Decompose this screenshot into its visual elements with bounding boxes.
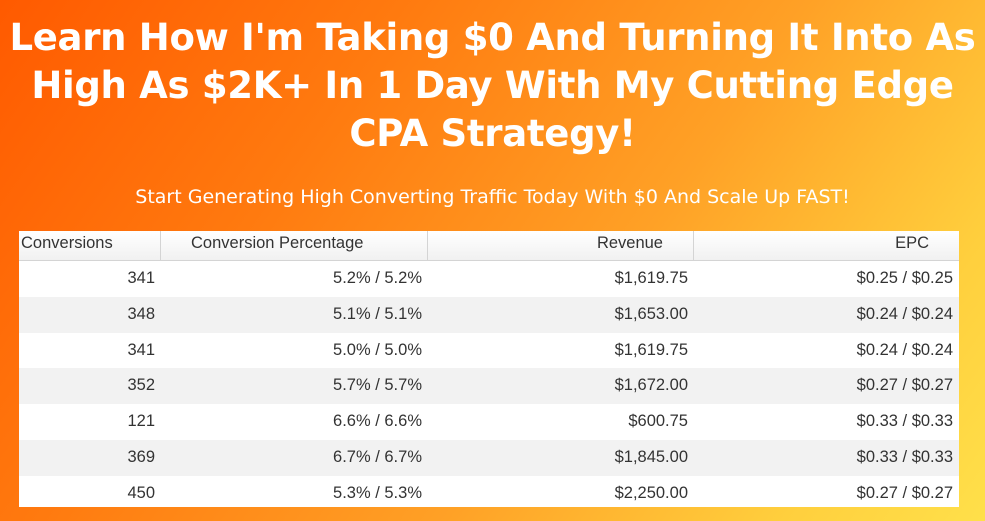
cell-epc: $0.27 / $0.27: [856, 483, 953, 502]
cell-epc: $0.33 / $0.33: [856, 447, 953, 466]
cell-conversion-percentage: 6.6% / 6.6%: [333, 412, 422, 431]
table-row: 450 5.3% / 5.3% $2,250.00 $0.27 / $0.27: [19, 475, 959, 507]
cell-revenue: $1,653.00: [614, 304, 688, 323]
headline-line-1: Learn How I'm Taking $0 And Turning It I…: [9, 16, 976, 59]
cell-conversion-percentage: 5.7% / 5.7%: [333, 376, 422, 395]
header-revenue: Revenue: [428, 231, 694, 261]
cell-revenue: $1,619.75: [614, 340, 688, 359]
header-conversions: Conversions: [19, 231, 161, 261]
cell-conversions: 121: [127, 412, 155, 431]
cell-epc: $0.25 / $0.25: [856, 269, 953, 287]
stats-table: Conversions Conversion Percentage Revenu…: [19, 231, 959, 507]
cell-revenue: $1,672.00: [614, 376, 688, 395]
cell-conversions: 450: [127, 483, 155, 502]
table-row: 121 6.6% / 6.6% $600.75 $0.33 / $0.33: [19, 404, 959, 440]
cell-revenue: $1,845.00: [614, 447, 688, 466]
table-row: 341 5.0% / 5.0% $1,619.75 $0.24 / $0.24: [19, 332, 959, 369]
cell-conversion-percentage: 5.2% / 5.2%: [333, 269, 422, 287]
cell-conversion-percentage: 5.3% / 5.3%: [333, 483, 422, 502]
header-epc: EPC: [694, 231, 959, 261]
table-row: 348 5.1% / 5.1% $1,653.00 $0.24 / $0.24: [19, 296, 959, 333]
cell-revenue: $600.75: [628, 412, 688, 431]
cell-conversion-percentage: 5.1% / 5.1%: [333, 304, 422, 323]
cell-epc: $0.33 / $0.33: [856, 412, 953, 431]
header-conversion-percentage: Conversion Percentage: [161, 231, 428, 261]
cell-conversions: 341: [127, 340, 155, 359]
cell-conversion-percentage: 6.7% / 6.7%: [333, 447, 422, 466]
cell-conversions: 341: [127, 269, 155, 287]
subheadline: Start Generating High Converting Traffic…: [135, 186, 850, 208]
headline-line-3: CPA Strategy!: [349, 112, 636, 155]
table-header: Conversions Conversion Percentage Revenu…: [19, 231, 959, 261]
table-body: 341 5.2% / 5.2% $1,619.75 $0.25 / $0.25 …: [19, 261, 959, 507]
cell-conversions: 369: [127, 447, 155, 466]
table-row: 341 5.2% / 5.2% $1,619.75 $0.25 / $0.25: [19, 261, 959, 297]
table-row: 352 5.7% / 5.7% $1,672.00 $0.27 / $0.27: [19, 368, 959, 405]
table-row: 369 6.7% / 6.7% $1,845.00 $0.33 / $0.33: [19, 439, 959, 476]
cell-epc: $0.24 / $0.24: [856, 304, 953, 323]
cell-conversion-percentage: 5.0% / 5.0%: [333, 340, 422, 359]
cell-revenue: $1,619.75: [614, 269, 688, 287]
cell-conversions: 352: [127, 376, 155, 395]
headline-line-2: High As $2K+ In 1 Day With My Cutting Ed…: [31, 64, 954, 107]
headline: Learn How I'm Taking $0 And Turning It I…: [0, 14, 985, 158]
cell-conversions: 348: [127, 304, 155, 323]
cell-epc: $0.24 / $0.24: [856, 340, 953, 359]
cell-epc: $0.27 / $0.27: [856, 376, 953, 395]
cell-revenue: $2,250.00: [614, 483, 688, 502]
